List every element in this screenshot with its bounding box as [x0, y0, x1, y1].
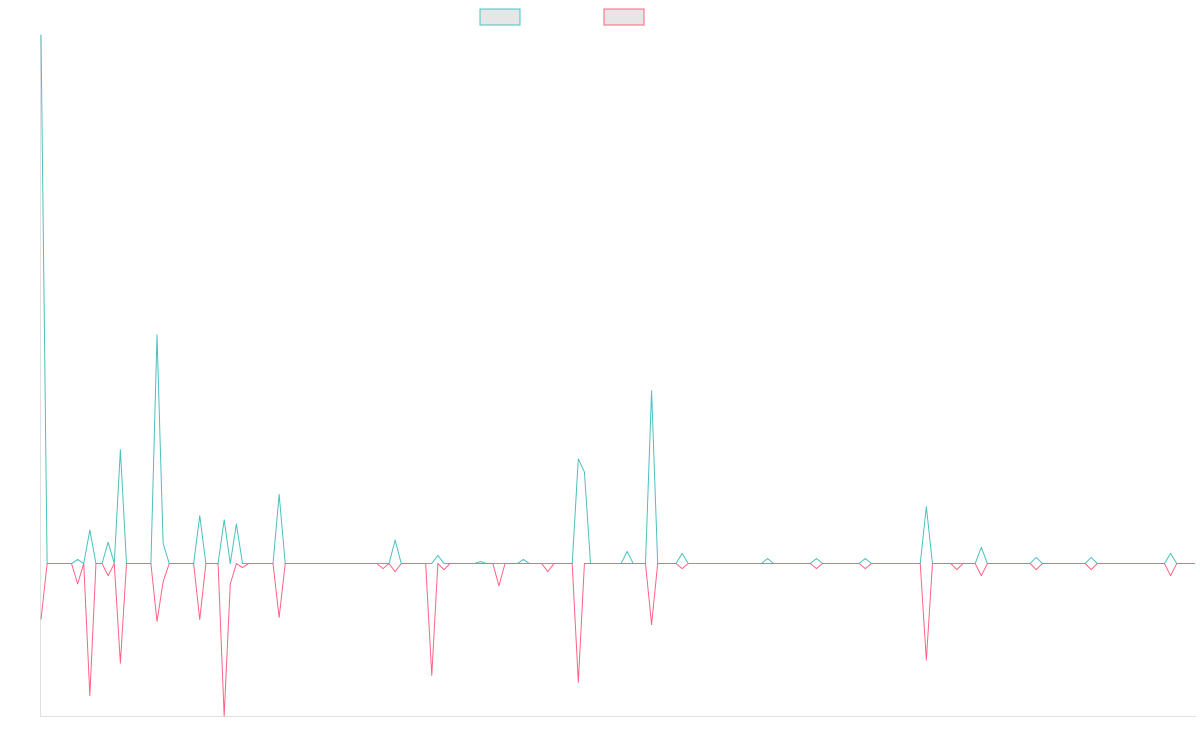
plot-area: [40, 34, 1195, 717]
legend-swatch-series-2[interactable]: [603, 8, 645, 26]
legend-swatch-series-1[interactable]: [479, 8, 521, 26]
legend: [479, 8, 645, 26]
series-line-2: [40, 563, 1195, 717]
series-line-1: [40, 34, 1195, 565]
